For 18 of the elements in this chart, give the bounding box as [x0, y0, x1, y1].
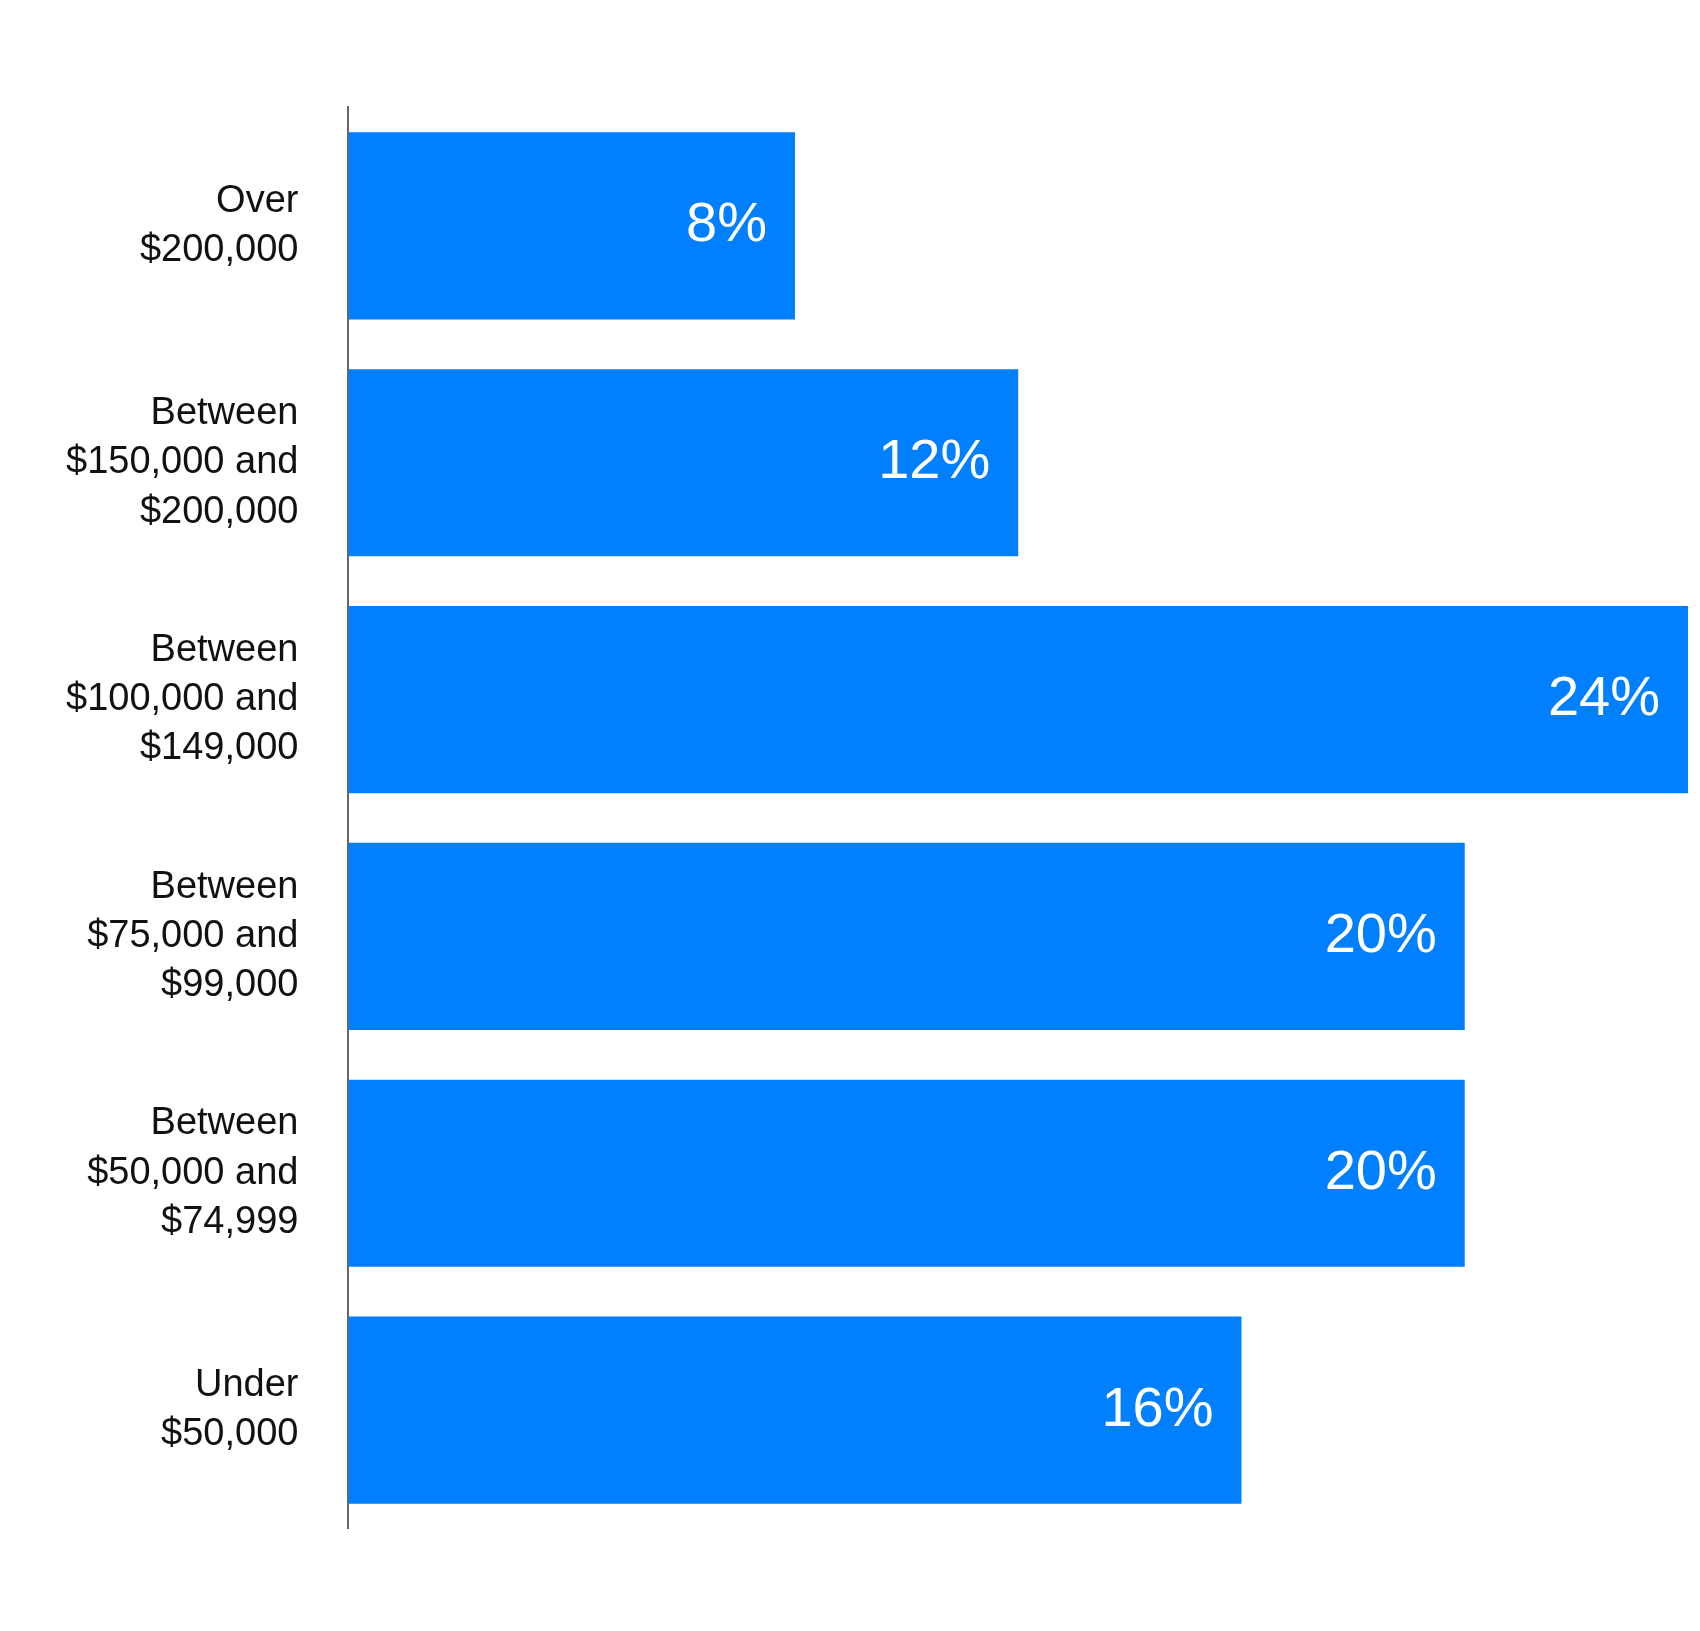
- data-label: 20%: [1324, 1137, 1437, 1201]
- data-label: 20%: [1324, 900, 1437, 964]
- y-tick-label: Between $50,000 and $74,999: [87, 1100, 299, 1242]
- y-tick-label: Between $75,000 and $99,000: [87, 863, 299, 1005]
- bar: [348, 606, 1688, 794]
- data-label: 8%: [686, 190, 767, 254]
- bar: [348, 842, 1465, 1030]
- bar: [348, 1079, 1465, 1267]
- bar: [348, 369, 1019, 557]
- y-tick-label: Between $100,000 and $149,000: [66, 626, 299, 768]
- data-label: 12%: [878, 427, 991, 491]
- bar: [348, 1316, 1242, 1504]
- data-label: 24%: [1547, 664, 1660, 727]
- y-tick-label: Between $150,000 and $200,000: [66, 389, 299, 531]
- y-tick-label: Over $200,000: [139, 177, 299, 270]
- y-tick-label: Under $50,000: [161, 1361, 299, 1454]
- bar: [348, 132, 795, 320]
- data-label: 16%: [1101, 1374, 1214, 1438]
